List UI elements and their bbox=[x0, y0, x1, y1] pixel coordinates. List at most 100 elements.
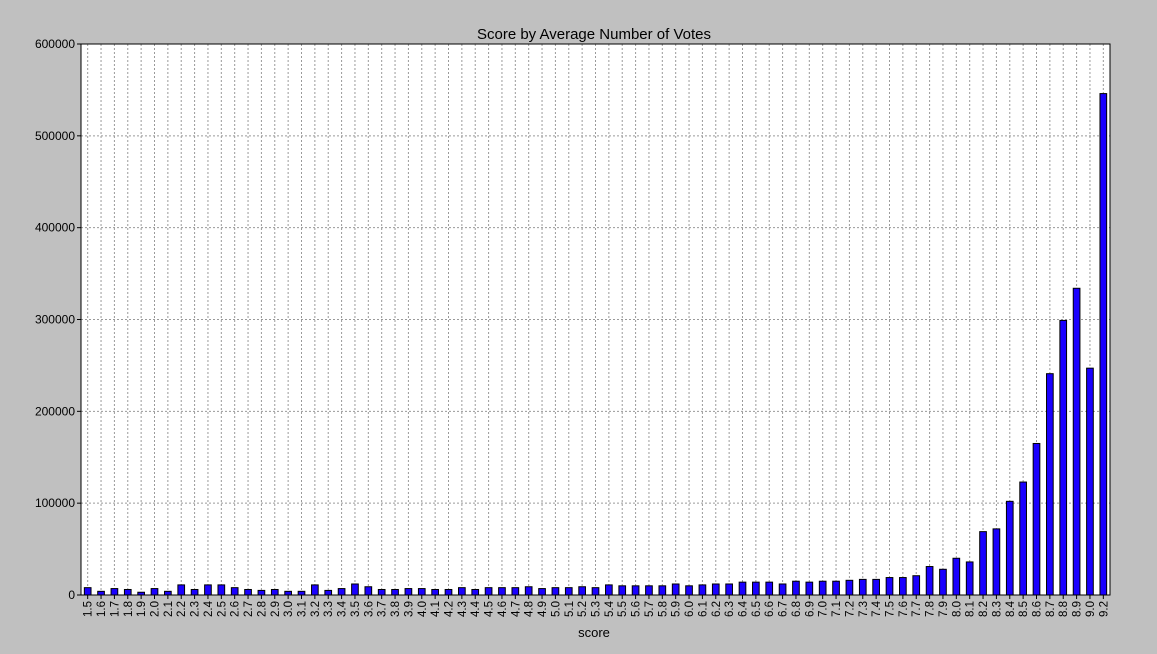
bar bbox=[698, 584, 707, 596]
bar bbox=[217, 584, 226, 596]
x-tick-label: 3.8 bbox=[390, 601, 402, 617]
x-tick-label: 4.5 bbox=[484, 601, 496, 617]
bar bbox=[965, 561, 974, 596]
bar bbox=[845, 579, 854, 596]
x-tick-label: 3.1 bbox=[297, 601, 309, 617]
x-tick-label: 5.1 bbox=[564, 601, 576, 617]
bar bbox=[83, 587, 92, 596]
x-axis: 1.5 1.6 1.7 1.8 1.9 2.0 2.1 2.2 2.3 2.4 2.5 2.6 2.7 2… bbox=[83, 595, 1110, 617]
y-tick-label: 600000 bbox=[35, 37, 75, 51]
bar bbox=[1019, 481, 1027, 596]
x-tick-label: 6.7 bbox=[778, 601, 790, 617]
bar bbox=[645, 585, 653, 596]
x-tick-label: 3.0 bbox=[283, 601, 295, 617]
x-tick-label: 5.0 bbox=[550, 601, 562, 617]
x-tick-label: 5.5 bbox=[617, 601, 629, 617]
x-tick-label: 8.4 bbox=[1005, 600, 1017, 617]
x-tick-label: 1.6 bbox=[96, 601, 108, 617]
bar bbox=[1072, 287, 1081, 596]
bar bbox=[979, 531, 987, 596]
x-tick-label: 2.7 bbox=[243, 601, 255, 617]
bar bbox=[284, 590, 292, 596]
bar bbox=[458, 587, 466, 596]
bar bbox=[150, 588, 159, 596]
bar bbox=[765, 581, 774, 596]
bar bbox=[444, 588, 453, 596]
bar bbox=[925, 566, 934, 596]
x-tick-label: 5.3 bbox=[591, 601, 603, 617]
bar bbox=[97, 590, 105, 596]
x-tick-label: 7.2 bbox=[844, 601, 856, 617]
bar bbox=[738, 581, 747, 596]
x-tick-label: 7.5 bbox=[885, 601, 897, 617]
y-tick-label: 300000 bbox=[35, 313, 75, 327]
x-tick-label: 2.1 bbox=[163, 601, 175, 617]
bar bbox=[524, 586, 533, 596]
x-tick-label: 6.3 bbox=[724, 601, 736, 617]
x-tick-label: 2.3 bbox=[190, 601, 202, 617]
bar bbox=[164, 590, 172, 596]
bar bbox=[1059, 319, 1068, 596]
x-tick-label: 8.2 bbox=[978, 601, 990, 617]
bar bbox=[511, 587, 520, 596]
bar bbox=[752, 581, 760, 596]
x-tick-label: 7.1 bbox=[831, 601, 843, 617]
x-tick-label: 4.8 bbox=[524, 601, 536, 617]
bar bbox=[324, 589, 333, 596]
x-tick-label: 4.2 bbox=[444, 601, 456, 617]
x-tick-label: 5.9 bbox=[671, 601, 683, 617]
x-tick-label: 7.9 bbox=[938, 601, 950, 617]
x-tick-label: 5.4 bbox=[604, 600, 616, 617]
x-tick-label: 8.6 bbox=[1032, 601, 1044, 617]
x-tick-label: 5.8 bbox=[657, 601, 669, 617]
x-tick-label: 8.5 bbox=[1018, 601, 1030, 617]
bar bbox=[1099, 93, 1108, 596]
bar bbox=[377, 588, 386, 596]
bar bbox=[404, 588, 413, 596]
y-tick-label: 200000 bbox=[35, 404, 75, 418]
x-tick-label: 8.8 bbox=[1058, 601, 1070, 617]
bar bbox=[538, 588, 546, 596]
bar bbox=[671, 583, 680, 596]
x-tick-label: 2.6 bbox=[230, 601, 242, 617]
x-tick-label: 4.4 bbox=[470, 600, 482, 617]
bar bbox=[177, 584, 186, 596]
bar bbox=[417, 588, 426, 596]
y-tick-label: 500000 bbox=[35, 129, 75, 143]
x-tick-label: 6.6 bbox=[764, 601, 776, 617]
bar bbox=[778, 583, 787, 596]
bar bbox=[204, 584, 212, 596]
bar bbox=[564, 587, 573, 596]
bar bbox=[1005, 500, 1014, 596]
bar bbox=[885, 577, 894, 596]
x-tick-label: 8.0 bbox=[951, 601, 963, 617]
x-tick-label: 3.2 bbox=[310, 601, 322, 617]
bars bbox=[83, 93, 1108, 596]
bar bbox=[1046, 373, 1054, 596]
x-tick-label: 7.6 bbox=[898, 601, 910, 617]
bar bbox=[872, 578, 880, 596]
x-tick-label: 9.0 bbox=[1085, 601, 1097, 617]
bar bbox=[725, 583, 733, 596]
x-tick-label: 7.3 bbox=[858, 601, 870, 617]
bar bbox=[270, 588, 279, 596]
bar bbox=[1032, 442, 1041, 596]
y-axis: 0 100000 200000 300000 400000 500000 600000 bbox=[35, 37, 81, 602]
bar bbox=[364, 586, 373, 596]
x-tick-label: 1.8 bbox=[123, 601, 135, 617]
x-tick-label: 3.7 bbox=[377, 601, 389, 617]
bar bbox=[992, 528, 1001, 596]
x-tick-label: 8.9 bbox=[1072, 601, 1084, 617]
x-tick-label: 4.6 bbox=[497, 601, 509, 617]
bar bbox=[818, 580, 827, 596]
bar bbox=[618, 585, 627, 596]
bar bbox=[858, 578, 867, 596]
bar bbox=[711, 583, 720, 596]
x-tick-label: 3.9 bbox=[403, 601, 415, 617]
x-tick-label: 2.4 bbox=[203, 600, 215, 617]
chart-title: Score by Average Number of Votes bbox=[477, 26, 711, 43]
bar bbox=[578, 586, 586, 596]
x-tick-label: 2.5 bbox=[216, 601, 228, 617]
